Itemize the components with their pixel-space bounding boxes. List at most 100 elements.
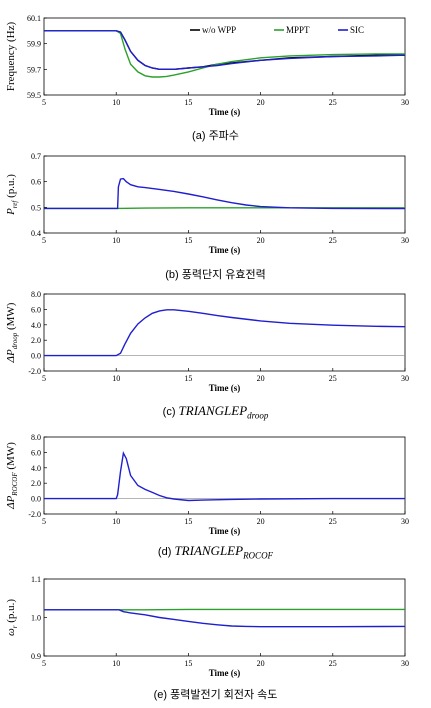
chart-panel-2: -2.0 0.0 2.0 4.0 6.0 8.0 5 10 15 20 25 30 Time (s) ΔP… [5, 290, 409, 393]
plot-frame [43, 436, 406, 515]
x-tick-label: 10 [112, 517, 120, 526]
chart-panel-0: 59.5 59.7 59.9 60.1 5 10 15 20 25 30 Time (s) Frequ… [5, 14, 409, 117]
y-tick-label: 8.0 [31, 433, 41, 442]
y-tick-label: 2.0 [31, 336, 41, 345]
y-axis-label-symbol: ΔP [5, 495, 17, 509]
series-line-sic [44, 30, 406, 70]
x-tick-label: 5 [42, 374, 46, 383]
x-tick-label: 5 [42, 98, 46, 107]
caption-e-text: 풍력발전기 회전자 속도 [170, 689, 278, 701]
x-tick-label: 20 [257, 659, 265, 668]
x-axis-label: Time (s) [209, 383, 241, 393]
chart-panel-1: 0.4 0.5 0.6 0.7 5 10 15 20 25 30 Time (s) Pref (p.u… [5, 152, 409, 255]
y-tick-label: 0.6 [31, 178, 41, 187]
y-tick-label: -2.0 [28, 367, 41, 376]
x-tick-label: 15 [184, 517, 192, 526]
y-tick-label: 0.9 [31, 652, 41, 661]
x-tick-label: 5 [42, 659, 46, 668]
y-tick-label: 0.0 [31, 352, 41, 361]
series-line-mppt [44, 30, 405, 78]
x-tick-label: 10 [112, 374, 120, 383]
y-tick-label: 0.4 [31, 229, 41, 238]
x-tick-label: 15 [184, 374, 192, 383]
x-tick-label: 30 [401, 659, 409, 668]
y-tick-label: 8.0 [31, 290, 41, 299]
x-tick-label: 20 [257, 236, 265, 245]
caption-d-math-main: TRIANGLEP [174, 543, 244, 558]
x-axis-label: Time (s) [209, 526, 241, 536]
x-tick-label: 15 [184, 98, 192, 107]
y-axis-label-subscript: ROCOF [11, 472, 19, 497]
caption-c: (c) TRIANGLEPdroop [0, 403, 431, 421]
caption-a-prefix: (a) [192, 130, 206, 142]
y-axis-label-unit: (MW) [5, 302, 17, 333]
x-tick-label: 25 [329, 98, 337, 107]
y-tick-label: 6.0 [31, 305, 41, 314]
plot-frame [43, 293, 406, 372]
legend-entry: MPPT [286, 25, 310, 35]
x-tick-label: 10 [112, 236, 120, 245]
x-tick-label: 30 [401, 98, 409, 107]
series-line-sic [44, 609, 406, 628]
y-axis-label-subscript: droop [11, 332, 19, 349]
x-tick-label: 25 [329, 236, 337, 245]
caption-d-math: TRIANGLEPROCOF [174, 543, 274, 561]
series-line-sic [44, 177, 406, 210]
x-axis-label: Time (s) [209, 668, 241, 678]
caption-c-prefix: (c) [162, 406, 176, 418]
y-axis-label: ωr (p.u.) [5, 599, 19, 636]
y-axis-label: Frequency (Hz) [5, 22, 17, 92]
x-tick-label: 20 [257, 517, 265, 526]
x-tick-label: 25 [329, 659, 337, 668]
x-tick-label: 30 [401, 236, 409, 245]
y-tick-label: 4.0 [31, 464, 41, 473]
x-tick-label: 20 [257, 374, 265, 383]
caption-e-prefix: (e) [153, 689, 168, 701]
caption-c-math: TRIANGLEPdroop [178, 403, 269, 421]
x-tick-label: 10 [112, 659, 120, 668]
caption-e: (e) 풍력발전기 회전자 속도 [0, 686, 431, 702]
x-axis-label: Time (s) [209, 245, 241, 255]
plot-frame [43, 578, 406, 657]
y-axis-label-unit: (p.u.) [5, 599, 17, 626]
x-tick-label: 5 [42, 517, 46, 526]
caption-d-math-sub: ROCOF [243, 550, 274, 561]
legend-entry: w/o WPP [202, 25, 236, 35]
y-axis-label-symbol: ΔP [5, 349, 17, 363]
y-tick-label: 0.7 [31, 152, 41, 161]
x-tick-label: 25 [329, 517, 337, 526]
y-tick-label: 4.0 [31, 321, 41, 330]
caption-c-math-sub: droop [247, 410, 269, 421]
x-tick-label: 15 [184, 236, 192, 245]
legend-entry: SIC [350, 25, 364, 35]
y-tick-label: -2.0 [28, 510, 41, 519]
chart-panel-3: -2.0 0.0 2.0 4.0 6.0 8.0 5 10 15 20 25 30 Time (s) ΔP… [5, 433, 409, 536]
y-tick-label: 59.5 [27, 91, 41, 100]
plot-frame [43, 155, 406, 234]
caption-b-text: 풍력단지 유효전력 [181, 269, 266, 281]
caption-c-math-main: TRIANGLEP [178, 403, 248, 418]
x-tick-label: 30 [401, 374, 409, 383]
caption-b: (b) 풍력단지 유효전력 [0, 266, 431, 282]
caption-a: (a) 주파수 [0, 127, 431, 143]
y-tick-label: 2.0 [31, 479, 41, 488]
y-axis-label-unit: (MW) [5, 442, 17, 473]
y-axis-label-unit: (p.u.) [5, 174, 17, 201]
x-tick-label: 30 [401, 517, 409, 526]
y-tick-label: 0.5 [31, 203, 41, 212]
caption-a-text: 주파수 [208, 130, 239, 142]
y-tick-label: 0.0 [31, 495, 41, 504]
y-axis-label-subscript: r [11, 625, 19, 628]
x-tick-label: 10 [112, 98, 120, 107]
y-axis-label-symbol: ω [5, 628, 17, 636]
caption-b-prefix: (b) [165, 269, 179, 281]
series-line-sic [44, 309, 406, 357]
x-tick-label: 25 [329, 374, 337, 383]
y-axis-label: ΔPdroop (MW) [5, 302, 19, 363]
y-axis-label-subscript: ref [11, 200, 19, 209]
plot-frame [43, 17, 406, 96]
x-axis-label: Time (s) [209, 107, 241, 117]
y-tick-label: 59.7 [27, 65, 41, 74]
x-tick-label: 20 [257, 98, 265, 107]
